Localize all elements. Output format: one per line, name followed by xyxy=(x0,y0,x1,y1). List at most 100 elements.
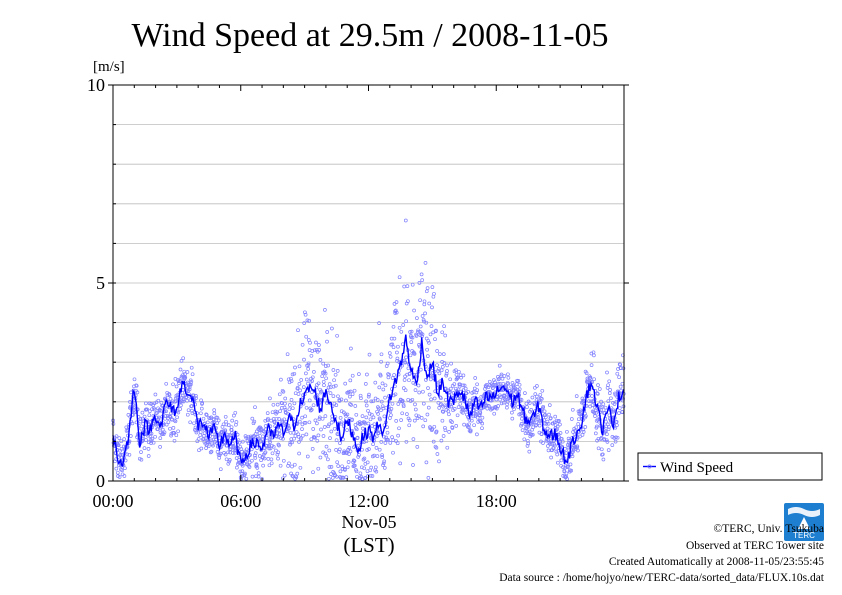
data-point xyxy=(335,460,340,465)
data-point xyxy=(393,392,398,397)
data-point xyxy=(600,405,605,410)
data-point xyxy=(199,406,204,411)
data-point xyxy=(399,418,403,422)
data-point xyxy=(328,436,332,440)
data-point xyxy=(226,423,231,427)
data-point xyxy=(487,379,492,384)
data-point xyxy=(223,414,228,419)
data-point xyxy=(576,417,581,422)
data-point xyxy=(392,302,397,306)
data-point xyxy=(383,441,388,445)
data-point xyxy=(534,394,539,399)
data-point xyxy=(389,407,394,411)
data-point xyxy=(289,376,293,381)
data-point xyxy=(374,434,379,439)
data-point xyxy=(367,352,372,357)
data-point xyxy=(475,388,480,393)
data-point xyxy=(435,349,439,353)
data-point xyxy=(435,452,440,456)
data-point xyxy=(325,330,330,334)
data-point xyxy=(147,409,152,414)
data-point xyxy=(566,464,570,469)
data-point xyxy=(601,402,606,407)
data-point xyxy=(445,445,450,450)
data-point xyxy=(501,400,506,405)
data-point xyxy=(510,416,515,421)
data-point xyxy=(364,415,369,420)
data-point xyxy=(167,393,172,397)
data-point xyxy=(253,405,257,410)
data-point xyxy=(190,411,195,415)
data-point xyxy=(226,461,231,466)
data-point xyxy=(223,428,228,433)
data-point xyxy=(334,438,339,443)
data-point xyxy=(432,396,437,401)
data-point xyxy=(187,387,192,392)
data-point xyxy=(288,440,293,445)
data-point xyxy=(434,328,438,333)
data-point xyxy=(200,401,205,405)
data-point xyxy=(337,449,341,454)
data-point xyxy=(364,403,369,408)
data-point xyxy=(412,308,416,313)
data-point xyxy=(374,446,379,450)
data-point xyxy=(152,401,157,406)
data-point xyxy=(534,423,539,427)
data-point xyxy=(401,323,406,327)
logo-text: TERC xyxy=(793,531,815,540)
data-point xyxy=(291,430,296,435)
data-point xyxy=(304,371,308,376)
data-point xyxy=(260,434,265,439)
data-point xyxy=(146,454,151,458)
data-point xyxy=(310,375,315,380)
data-point xyxy=(438,352,442,356)
data-point xyxy=(409,329,414,334)
data-point xyxy=(282,473,287,478)
data-point xyxy=(530,395,535,400)
data-point xyxy=(164,422,169,427)
tick-layer: 0 5 10 00:00 06:00 12:00 18:00 xyxy=(87,75,629,511)
data-point xyxy=(292,371,297,376)
data-point xyxy=(553,414,558,419)
data-point xyxy=(479,394,484,399)
data-point xyxy=(139,450,143,454)
data-point xyxy=(311,427,316,431)
data-point xyxy=(620,381,625,386)
data-point xyxy=(313,435,317,440)
data-point xyxy=(592,353,596,358)
data-point xyxy=(164,409,168,414)
data-point xyxy=(146,447,151,451)
data-point xyxy=(506,381,511,386)
data-point xyxy=(506,372,510,377)
data-point xyxy=(487,404,491,408)
data-point xyxy=(364,399,368,404)
data-point xyxy=(332,426,337,431)
data-point xyxy=(343,468,347,472)
data-point xyxy=(139,457,144,462)
data-point xyxy=(297,364,302,369)
data-point xyxy=(218,451,223,456)
data-point xyxy=(274,448,278,453)
data-point xyxy=(257,436,261,441)
data-point xyxy=(144,401,148,406)
data-point xyxy=(444,373,449,378)
data-point xyxy=(402,358,407,363)
data-point xyxy=(331,394,336,398)
data-point xyxy=(358,471,363,476)
data-point xyxy=(382,466,387,470)
data-point xyxy=(404,439,409,444)
data-point xyxy=(461,373,466,378)
data-point xyxy=(233,410,238,415)
data-point xyxy=(454,368,458,373)
data-point xyxy=(373,380,378,385)
data-point xyxy=(301,385,306,389)
data-point xyxy=(410,397,415,402)
data-point xyxy=(239,471,244,476)
data-point xyxy=(250,458,254,463)
data-point xyxy=(362,466,367,471)
data-point xyxy=(276,456,280,461)
data-point xyxy=(357,420,362,424)
data-point xyxy=(497,363,502,368)
data-point xyxy=(544,438,549,443)
data-point xyxy=(396,433,400,438)
